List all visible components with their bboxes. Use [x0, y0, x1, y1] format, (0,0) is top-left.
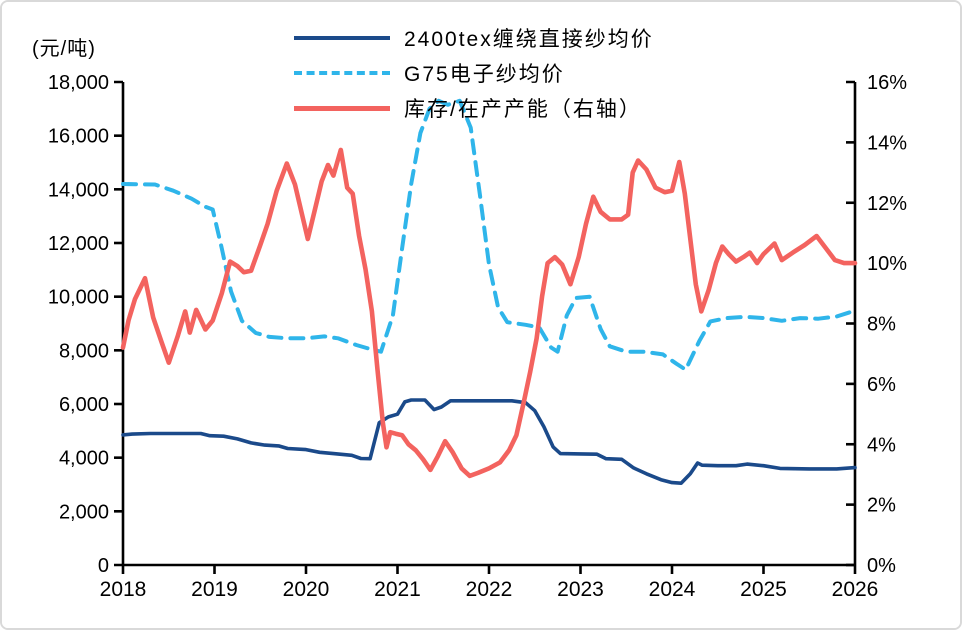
y-left-tick-label: 8,000	[59, 340, 109, 362]
y-right-tick-label: 10%	[867, 253, 907, 275]
y-left-tick-label: 16,000	[48, 126, 109, 148]
y-right-tick-label: 8%	[867, 314, 896, 336]
y-left-tick-label: 18,000	[48, 72, 109, 94]
x-axis-tick-label: 2019	[191, 578, 238, 601]
x-axis-tick-label: 2024	[649, 578, 696, 601]
x-axis-tick-label: 2026	[832, 578, 879, 601]
legend-label: 库存/在产产能（右轴）	[404, 98, 642, 121]
legend-label: 2400tex缠绕直接纱均价	[404, 28, 654, 51]
x-axis-tick-label: 2018	[100, 578, 147, 601]
y-right-tick-label: 4%	[867, 434, 896, 456]
y-right-tick-label: 0%	[867, 555, 896, 577]
x-axis-tick-label: 2025	[740, 578, 787, 601]
series-line-1	[121, 98, 857, 372]
x-axis-tick-label: 2020	[283, 578, 330, 601]
y-left-tick-label: 10,000	[48, 287, 109, 309]
legend-line-sample-red	[294, 105, 390, 111]
y-right-tick-label: 6%	[867, 374, 896, 396]
series-line-2	[120, 147, 858, 479]
y-left-tick-label: 0	[98, 555, 109, 577]
legend-item-inventory-capacity: 库存/在产产能（右轴）	[294, 94, 654, 122]
x-axis-tick-label: 2022	[466, 578, 513, 601]
series-line-0	[121, 398, 857, 486]
legend-item-g75: G75电子纱均价	[294, 59, 654, 87]
x-axis-tick-label: 2023	[557, 578, 604, 601]
y-right-tick-label: 12%	[867, 193, 907, 215]
y-left-tick-label: 6,000	[59, 394, 109, 416]
y-right-tick-label: 14%	[867, 132, 907, 154]
legend: 2400tex缠绕直接纱均价 G75电子纱均价 库存/在产产能（右轴）	[294, 24, 654, 122]
y-left-tick-label: 14,000	[48, 179, 109, 201]
y-left-axis-unit-label: (元/吨)	[32, 38, 96, 60]
y-left-tick-label: 2,000	[59, 501, 109, 523]
y-left-tick-label: 12,000	[48, 233, 109, 255]
legend-line-sample-sky-dashed	[294, 71, 390, 75]
y-right-tick-label: 16%	[867, 72, 907, 94]
legend-line-sample-navy	[294, 36, 390, 40]
legend-item-2400tex: 2400tex缠绕直接纱均价	[294, 24, 654, 52]
y-right-tick-label: 2%	[867, 495, 896, 517]
y-left-tick-label: 4,000	[59, 448, 109, 470]
x-axis-tick-label: 2021	[374, 578, 421, 601]
legend-label: G75电子纱均价	[404, 63, 565, 86]
